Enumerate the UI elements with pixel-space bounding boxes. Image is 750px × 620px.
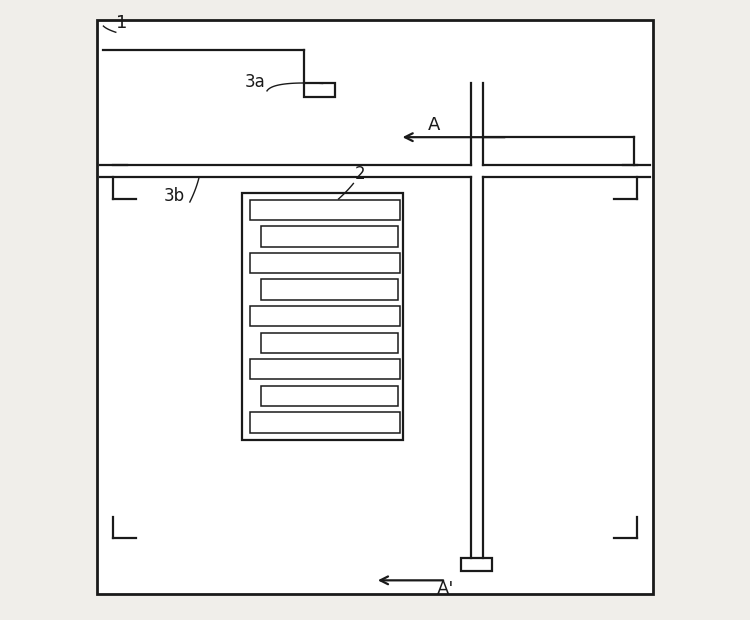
Bar — [250, 306, 400, 326]
Bar — [461, 557, 492, 571]
Bar — [250, 412, 400, 433]
Bar — [261, 386, 398, 406]
Text: 3b: 3b — [164, 187, 185, 205]
Text: 1: 1 — [116, 14, 128, 32]
Bar — [250, 253, 400, 273]
Bar — [261, 280, 398, 300]
Text: A: A — [427, 116, 439, 134]
Text: 3a: 3a — [244, 73, 265, 91]
Bar — [250, 200, 400, 220]
Bar — [242, 193, 403, 440]
Text: 2: 2 — [354, 165, 365, 184]
Bar — [261, 226, 398, 247]
Bar — [261, 332, 398, 353]
Bar — [250, 359, 400, 379]
Text: A': A' — [437, 580, 454, 598]
Bar — [304, 84, 335, 97]
